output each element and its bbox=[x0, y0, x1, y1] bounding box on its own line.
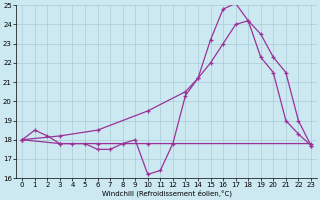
X-axis label: Windchill (Refroidissement éolien,°C): Windchill (Refroidissement éolien,°C) bbox=[101, 190, 232, 197]
